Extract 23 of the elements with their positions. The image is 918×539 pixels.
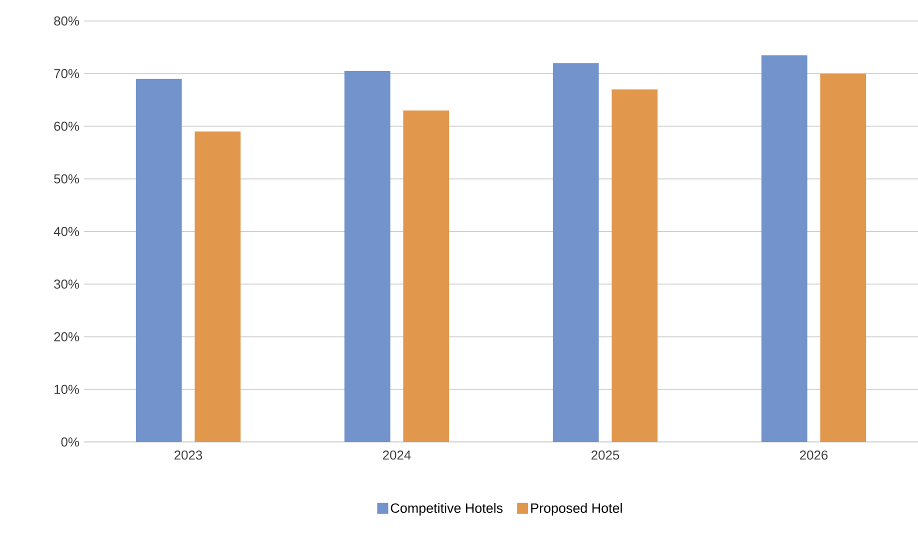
bar	[761, 55, 808, 442]
bar	[552, 63, 599, 442]
y-tick-label: 10%	[54, 384, 80, 394]
y-tick-label: 40%	[54, 226, 80, 236]
y-tick-label: 30%	[54, 280, 80, 289]
y-tick-label: 50%	[54, 174, 80, 184]
legend-label: Competitive Hotels	[390, 503, 503, 516]
x-tick-label: 2025	[592, 450, 620, 460]
bar	[344, 70, 390, 442]
bar	[136, 78, 182, 442]
legend-label: Proposed Hotel	[531, 503, 622, 516]
x-tick-label: 2026	[800, 450, 828, 460]
bar	[820, 74, 866, 442]
x-tick-label: 2024	[383, 450, 411, 460]
x-tick-label: 2023	[174, 450, 202, 460]
bar	[194, 132, 241, 442]
y-tick-label: 80%	[54, 16, 80, 26]
y-tick-label: 60%	[54, 122, 80, 131]
y-tick-label: 0%	[61, 437, 80, 447]
bar	[612, 89, 658, 442]
bar	[403, 110, 450, 442]
y-tick-label: 70%	[54, 69, 80, 78]
y-tick-label: 20%	[54, 332, 80, 342]
